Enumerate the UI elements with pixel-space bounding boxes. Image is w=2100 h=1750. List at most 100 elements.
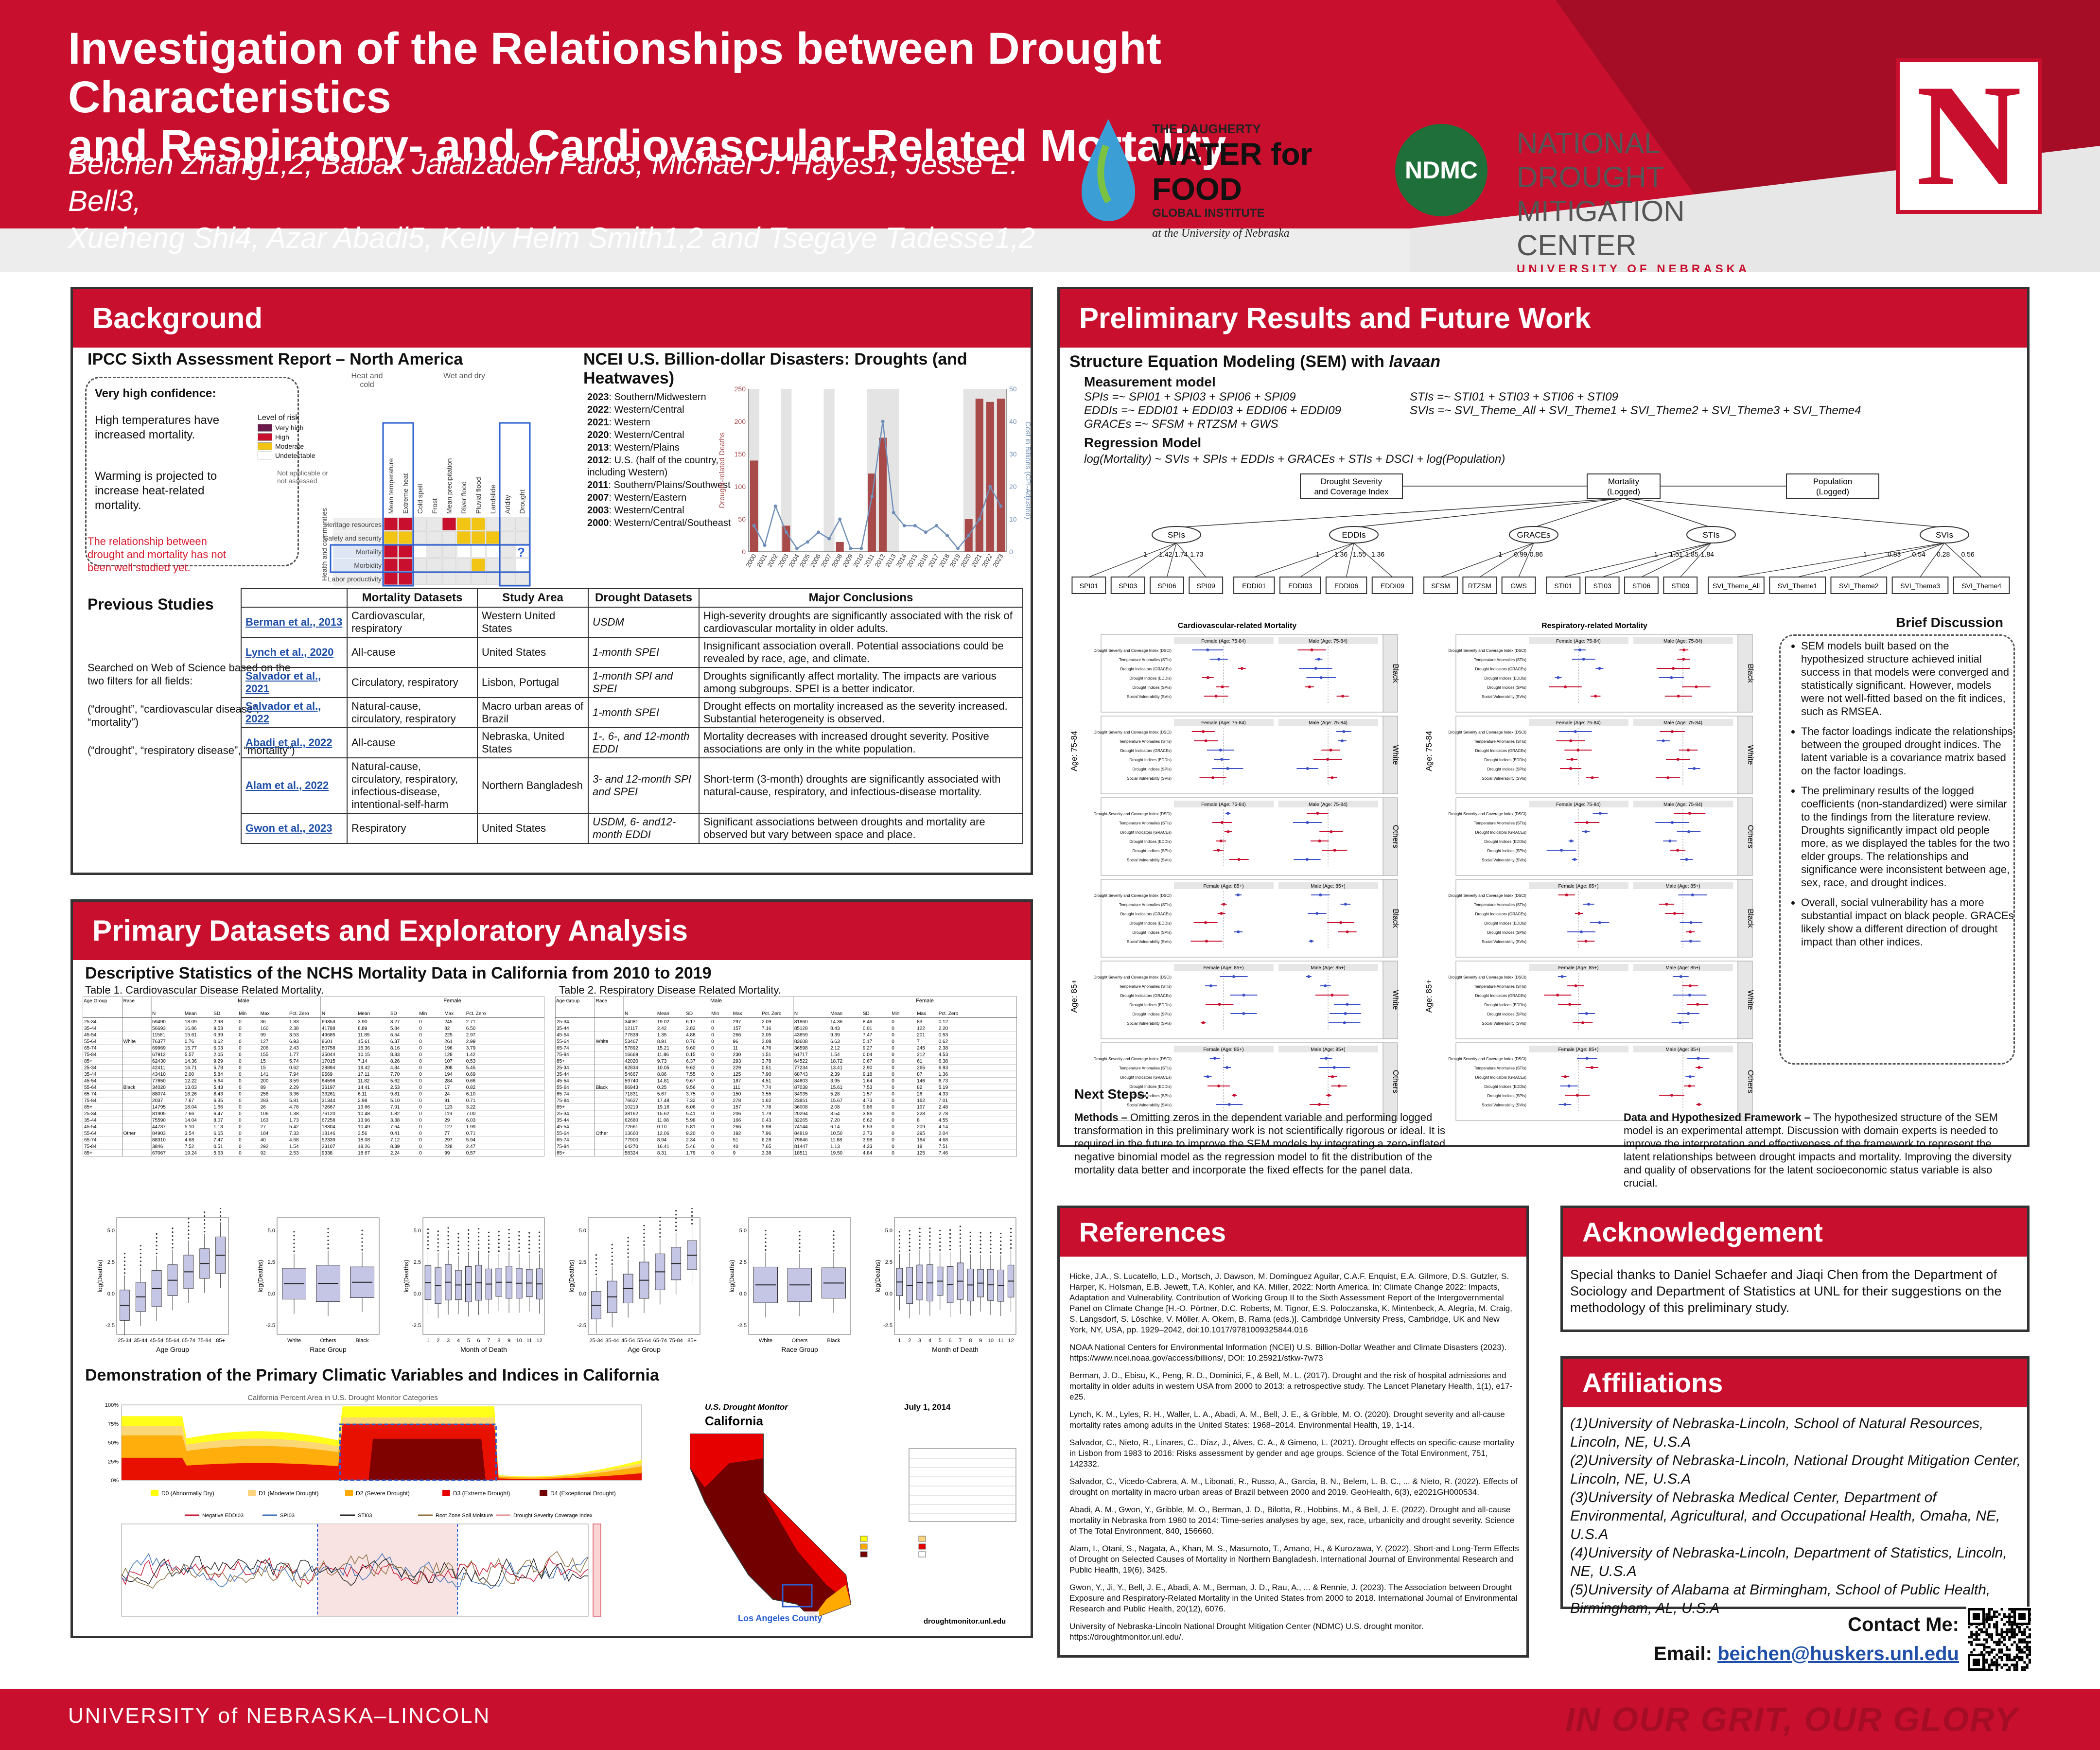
qr-module [2003, 1643, 2006, 1646]
background-heading: Background [73, 289, 1031, 348]
stat-value-cell: 206 [261, 1046, 269, 1051]
stat-value-cell: 82 [444, 1026, 450, 1032]
measure-title: Measurement model [1084, 374, 1216, 389]
ndmc-logo-text: NATIONAL DROUGHT MITIGATION CENTER UNIVE… [1517, 127, 1750, 272]
sem-title: Structure Equation Modeling (SEM) with l… [1069, 352, 1441, 371]
forest-strip [1382, 797, 1398, 876]
stat-col-header: Min [711, 1011, 719, 1016]
forest-y-label: Drought Indices (EDDIs) [1129, 758, 1172, 762]
study-ref-link[interactable]: Alam et al., 2022 [245, 779, 329, 791]
forest-sub-title: Female (Age: 85+) [1203, 884, 1243, 889]
boxplot-outlier [659, 1224, 661, 1226]
qr-module [1993, 1663, 1996, 1666]
qr-module [1995, 1626, 1998, 1628]
boxplot-x-tick: 4 [928, 1338, 931, 1344]
stat-value-cell: 7.12 [390, 1138, 400, 1143]
forest-strip [1382, 961, 1398, 1039]
qr-module [1980, 1630, 1983, 1633]
stat-value-cell: 0 [239, 1085, 242, 1090]
forest-y-label: Drought Indices (EDDIs) [1484, 676, 1526, 681]
forest-y-label: Social Vulnerability (SVIs) [1127, 695, 1172, 699]
ncei-event: 2003: Western/Central [587, 505, 733, 517]
stat-value-cell: 7.47 [863, 1032, 873, 1038]
studies-header-cell [241, 588, 348, 608]
forest-estimate [1306, 767, 1309, 770]
sem-observed-label: EDDI01 [1242, 582, 1266, 590]
measure-equations-right: STIs =~ STI01 + STI03 + STI06 + STI09 SVI… [1410, 390, 1861, 418]
boxplot-y-tick: -2.5 [266, 1323, 275, 1329]
boxplot-x-tick: 1 [898, 1338, 901, 1344]
boxplot-outlier [219, 1219, 222, 1221]
stat-value-cell: 6.03 [466, 1118, 476, 1123]
stat-age-cell: 85+ [84, 1105, 92, 1110]
boxplot-outlier [498, 1242, 500, 1244]
stat-value-cell: 72667 [322, 1105, 335, 1110]
boxplot-x-tick: 3 [918, 1338, 921, 1344]
ipcc-highlight-mortality [330, 544, 531, 573]
stat-value-cell: 15.77 [185, 1046, 197, 1051]
boxplot-outlier [643, 1225, 645, 1226]
study-ref-link[interactable]: Abadi et al., 2022 [245, 736, 332, 749]
boxplot-outlier [427, 1236, 429, 1238]
boxplot-outlier [327, 1247, 329, 1249]
qr-code-icon[interactable] [1966, 1607, 2032, 1672]
stat-value-cell: 87038 [794, 1085, 808, 1090]
ipcc-cell [486, 572, 500, 585]
qr-module [2028, 1633, 2031, 1636]
forest-estimate [1671, 821, 1674, 824]
boxplot-outlier [293, 1239, 295, 1241]
stat-age-cell: 65-74 [557, 1092, 569, 1097]
drought-index-lines: Negative EDDI03 SPI03 STI03 Root Zone Soil … [121, 1513, 601, 1617]
reference-item: Berman, J. D., Ebisu, K., Peng, R. D., D… [1069, 1371, 1513, 1401]
forest-estimate [1305, 858, 1309, 861]
stat-race-cell: White [123, 1039, 136, 1045]
ncei-cost-point [817, 530, 821, 534]
stat-value-cell: 3.53 [289, 1032, 299, 1038]
boxplot-outlier [643, 1240, 645, 1242]
qr-module [2008, 1623, 2011, 1626]
ipcc-cell [486, 517, 500, 531]
stat-value-cell: 18.26 [185, 1092, 197, 1097]
forest-sub-strip [1529, 964, 1628, 971]
forest-estimate [1585, 1057, 1589, 1060]
forest-estimate [1688, 1085, 1691, 1087]
qr-module [1973, 1633, 1976, 1636]
boxplot-outlier [969, 1231, 971, 1234]
sem-observed-node [1071, 577, 1106, 594]
stat-value-cell: 9.60 [686, 1046, 696, 1051]
stat-value-cell: 5.67 [657, 1092, 667, 1097]
forest-estimate [1318, 840, 1321, 842]
boxplot-outlier [659, 1220, 661, 1222]
boxplot-outlier [691, 1208, 693, 1209]
stat-value-cell: 0 [892, 1032, 894, 1038]
stat-value-cell: 8.31 [657, 1151, 667, 1156]
email-link[interactable]: beichen@huskers.unl.edu [1717, 1643, 1959, 1664]
sem-loading: 1 [1316, 550, 1320, 558]
stat-value-cell: 3.27 [390, 1019, 400, 1025]
stat-value-cell: 69353 [322, 1019, 335, 1025]
boxplot-outlier [204, 1219, 206, 1221]
boxplot-outlier [990, 1232, 992, 1234]
stat-age-cell: 35-44 [557, 1026, 569, 1032]
stat-value-cell: 1.35 [657, 1032, 667, 1038]
study-ref-link[interactable]: Salvador et al., 2021 [245, 670, 321, 695]
forest-sub-title: Male (Age: 75-84) [1663, 802, 1702, 807]
study-drought-cell: 1-, 6-, and 12-month EDDI [588, 727, 700, 758]
study-ref-link[interactable]: Lynch et al., 2020 [245, 646, 334, 658]
study-ref-link[interactable]: Berman et al., 2013 [245, 616, 343, 628]
forest-estimate [1574, 730, 1577, 733]
qr-module [1988, 1610, 1991, 1613]
usdm-legend-label: D4 (Exceptional Drought) [550, 1490, 616, 1497]
ncei-cost-point [892, 511, 895, 515]
forest-estimate [1337, 1085, 1341, 1087]
boxplot-outlier [1000, 1232, 1002, 1235]
study-ref-link[interactable]: Salvador et al., 2022 [245, 700, 321, 725]
sem-observed-label: SVI_Theme2 [1839, 582, 1879, 590]
sem-edge [1440, 542, 1534, 578]
stat-col-header: Mean [657, 1011, 669, 1016]
boxplot-x-tick: 11 [526, 1338, 532, 1344]
study-ref-link[interactable]: Gwon et al., 2023 [245, 822, 332, 834]
qr-module [1988, 1618, 1991, 1621]
ipcc-cell [442, 531, 456, 544]
